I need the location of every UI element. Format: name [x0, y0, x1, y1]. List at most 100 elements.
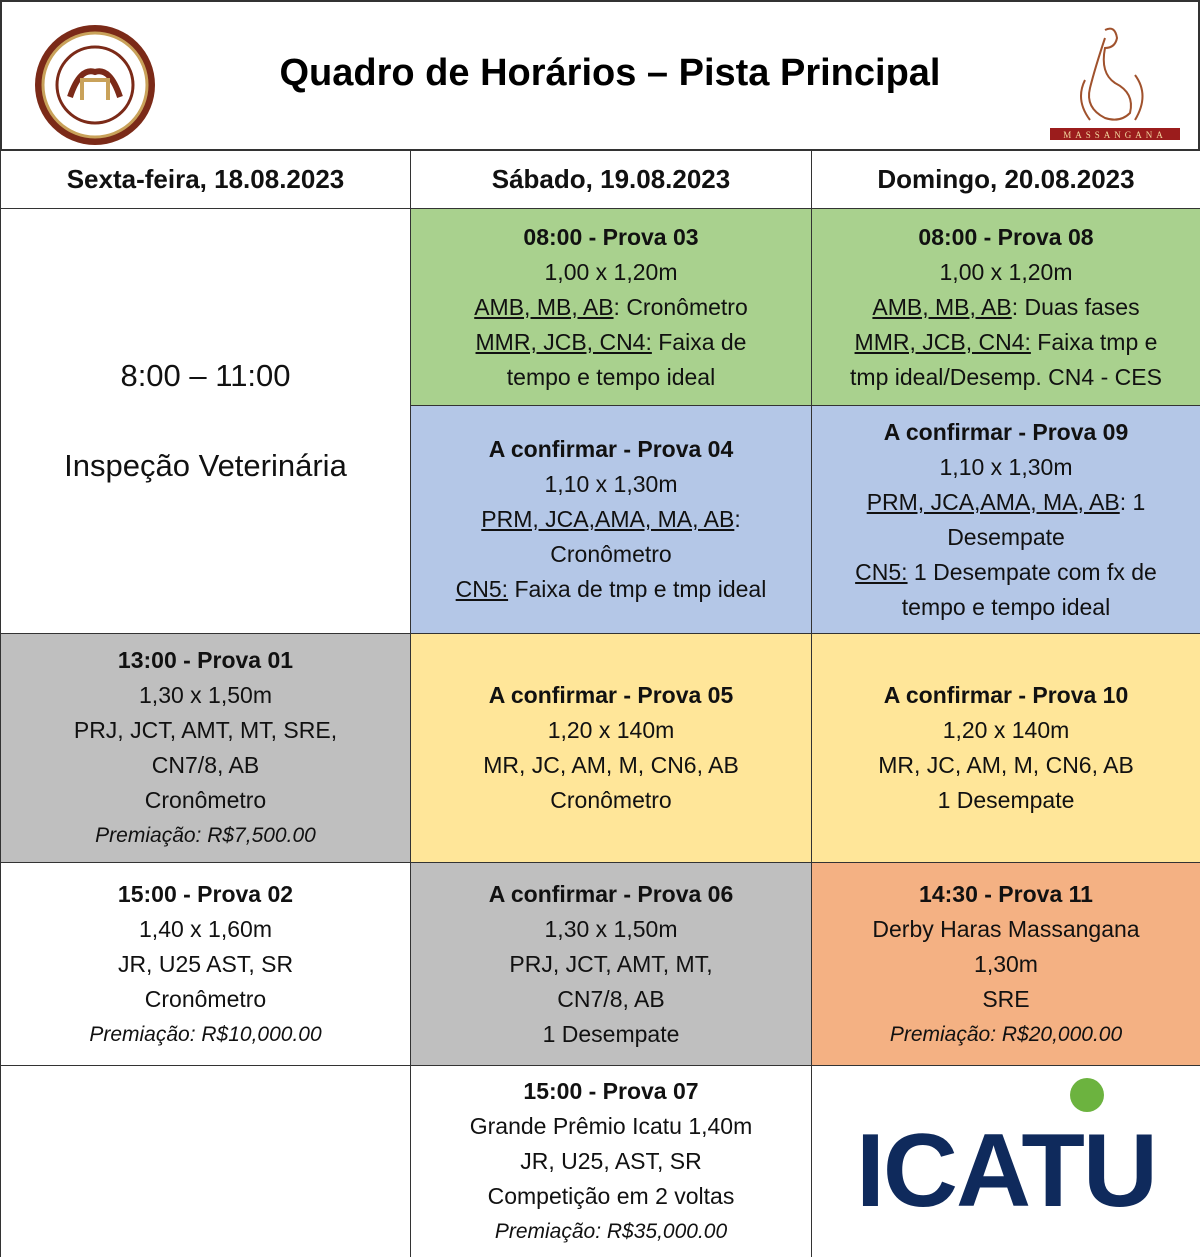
underlined-text: CN5:	[855, 558, 908, 585]
cell-line: MMR, JCB, CN4: Faixa tmp e	[855, 325, 1158, 360]
cell-line: tempo e tempo ideal	[901, 593, 1111, 620]
cell-line: A confirmar - Prova 06	[488, 880, 734, 907]
cell-line: CN7/8, AB	[557, 985, 665, 1012]
cell-line: Premiação: R$35,000.00	[494, 1220, 728, 1243]
cell-line: PRJ, JCT, AMT, MT, SRE,	[73, 717, 338, 743]
schedule-cell: A confirmar - Prova 04 1,10 x 1,30m PRM, J…	[410, 405, 812, 634]
logo-dot	[1069, 1078, 1104, 1112]
cell-line: 1 Desempate	[542, 1020, 680, 1047]
cell-line: PRJ, JCT, AMT, MT,	[509, 950, 713, 977]
cell-line: CN7/8, AB	[151, 752, 260, 778]
cell-line: 14:30 - Prova 11	[919, 880, 1093, 907]
line-text: :	[734, 506, 741, 532]
schedule-cell: A confirmar - Prova 05 1,20 x 140m MR, JC,…	[410, 633, 812, 863]
schedule-cell: A confirmar - Prova 06 1,30 x 1,50m PRJ, J…	[410, 862, 812, 1066]
cell-line: Premiação: R$7,500.00	[95, 824, 316, 847]
underlined-text: AMB, MB, AB	[872, 293, 1012, 320]
cell-line: 1 Desempate	[937, 787, 1075, 813]
underlined-text: PRM, JCA,AMA, MA, AB	[481, 506, 735, 532]
logo-center	[55, 45, 135, 125]
cell-line: 1,20 x 140m	[547, 717, 675, 743]
cell-line: Premiação: R$10,000.00	[89, 1022, 322, 1046]
cell-line: 1,00 x 1,20m	[939, 258, 1073, 285]
cell-line: Cronômetro	[550, 541, 672, 567]
cell-line: Inspeção Veterinária	[64, 448, 347, 483]
column-header: Domingo, 20.08.2023	[811, 150, 1200, 209]
logo-rider	[1088, 27, 1132, 121]
underlined-text: CN5:	[455, 576, 509, 602]
massangana-logo: MASSANGANA	[1050, 27, 1180, 140]
cell-line: 8:00 – 11:00	[120, 358, 291, 393]
cell-line: tmp ideal/Desemp. CN4 - CES	[850, 363, 1162, 390]
underlined-text: PRM, JCA,AMA, MA, AB	[866, 488, 1120, 515]
cell-line: MMR, JCB, CN4: Faixa de	[476, 325, 747, 360]
cell-line: A confirmar - Prova 04	[488, 436, 734, 462]
cell-line: CN5: Faixa de tmp e tmp ideal	[456, 572, 767, 607]
schedule-cell: 08:00 - Prova 08 1,00 x 1,20m AMB, MB, AB:…	[811, 208, 1200, 406]
cell-line: AMB, MB, AB: Cronômetro	[474, 290, 748, 325]
schedule-cell: 14:30 - Prova 11 Derby Haras Massangana 1,…	[811, 862, 1200, 1066]
cell-line: AMB, MB, AB: Duas fases	[872, 290, 1139, 325]
line-text: : Duas fases	[1011, 293, 1140, 320]
cell-line: MR, JC, AM, M, CN6, AB	[483, 752, 739, 778]
title: Quadro de Horários – Pista Principal	[279, 52, 941, 94]
underlined-text: MMR, JCB, CN4:	[475, 328, 652, 355]
cell-line: 08:00 - Prova 08	[918, 223, 1094, 250]
cell-line: Cronômetro	[144, 787, 267, 813]
cell-line: Derby Haras Massangana	[872, 915, 1140, 942]
line-text: Faixa de	[651, 328, 747, 355]
logo-text: ICATU	[855, 1113, 1158, 1229]
logo-horses	[67, 68, 123, 98]
cell-line: Premiação: R$20,000.00	[889, 1022, 1123, 1046]
cell-line: Cronômetro	[550, 787, 672, 813]
cell-line: 1,30m	[974, 950, 1038, 977]
cell-line: 1,00 x 1,20m	[544, 258, 678, 285]
schedule-cell: 13:00 - Prova 01 1,30 x 1,50m PRJ, JCT, AM…	[0, 633, 411, 863]
column-header: Sexta-feira, 18.08.2023	[0, 150, 411, 209]
schedule-cell: A confirmar - Prova 10 1,20 x 140m MR, JC,…	[811, 633, 1200, 863]
cell-line: 1,20 x 140m	[942, 717, 1070, 743]
cell-line: Competição em 2 voltas	[487, 1183, 735, 1209]
cell-line: tempo e tempo ideal	[506, 363, 716, 390]
schedule-cell	[0, 1065, 411, 1257]
cell-line: Grande Prêmio Icatu 1,40m	[469, 1113, 753, 1139]
cell-line: 15:00 - Prova 02	[117, 880, 294, 907]
underlined-text: AMB, MB, AB	[474, 293, 614, 320]
schedule-cell: 8:00 – 11:00 Inspeção Veterinária	[0, 208, 411, 634]
cell-line: SRE	[982, 985, 1030, 1012]
logo-arch	[80, 78, 110, 100]
cell-line: 1,30 x 1,50m	[139, 682, 272, 708]
cell-line: JR, U25 AST, SR	[117, 950, 294, 977]
schedule-cell: 15:00 - Prova 02 1,40 x 1,60m JR, U25 AST,…	[0, 862, 411, 1066]
cell-line: 08:00 - Prova 03	[523, 223, 699, 250]
cell-line: MR, JC, AM, M, CN6, AB	[878, 752, 1134, 778]
federation-logo	[35, 25, 155, 145]
column-header: Sábado, 19.08.2023	[410, 150, 812, 209]
cell-line: 1,10 x 1,30m	[544, 471, 678, 497]
schedule-cell: A confirmar - Prova 09 1,10 x 1,30m PRM, J…	[811, 405, 1200, 634]
cell-line: A confirmar - Prova 10	[883, 682, 1129, 708]
cell-line: PRM, JCA,AMA, MA, AB: 1	[867, 485, 1146, 520]
logo-text: MASSANGANA	[1063, 130, 1167, 140]
cell-line: PRM, JCA,AMA, MA, AB:	[481, 502, 740, 537]
cell-line: 15:00 - Prova 07	[523, 1078, 699, 1104]
line-text: : Cronômetro	[613, 293, 748, 320]
cell-line: 13:00 - Prova 01	[117, 647, 294, 673]
schedule-cell: 08:00 - Prova 03 1,00 x 1,20m AMB, MB, AB:…	[410, 208, 812, 406]
logo-horse	[1080, 74, 1144, 121]
line-text: Faixa tmp e	[1030, 328, 1158, 355]
schedule-cell: 15:00 - Prova 07 Grande Prêmio Icatu 1,40…	[410, 1065, 812, 1257]
schedule-cell: ICATU	[811, 1065, 1200, 1257]
cell-line: Cronômetro	[144, 985, 267, 1012]
logo-bar	[1050, 128, 1180, 140]
cell-line: 1,30 x 1,50m	[544, 915, 678, 942]
cell-line: JR, U25, AST, SR	[520, 1148, 702, 1174]
cell-line: CN5: 1 Desempate com fx de	[855, 555, 1157, 590]
underlined-text: MMR, JCB, CN4:	[854, 328, 1031, 355]
cell-line: 1,10 x 1,30m	[939, 453, 1073, 480]
cell-line: 1,40 x 1,60m	[139, 915, 272, 942]
line-text: : 1	[1119, 488, 1146, 515]
line-text: Faixa de tmp e tmp ideal	[508, 576, 767, 602]
line-text: 1 Desempate com fx de	[907, 558, 1157, 585]
